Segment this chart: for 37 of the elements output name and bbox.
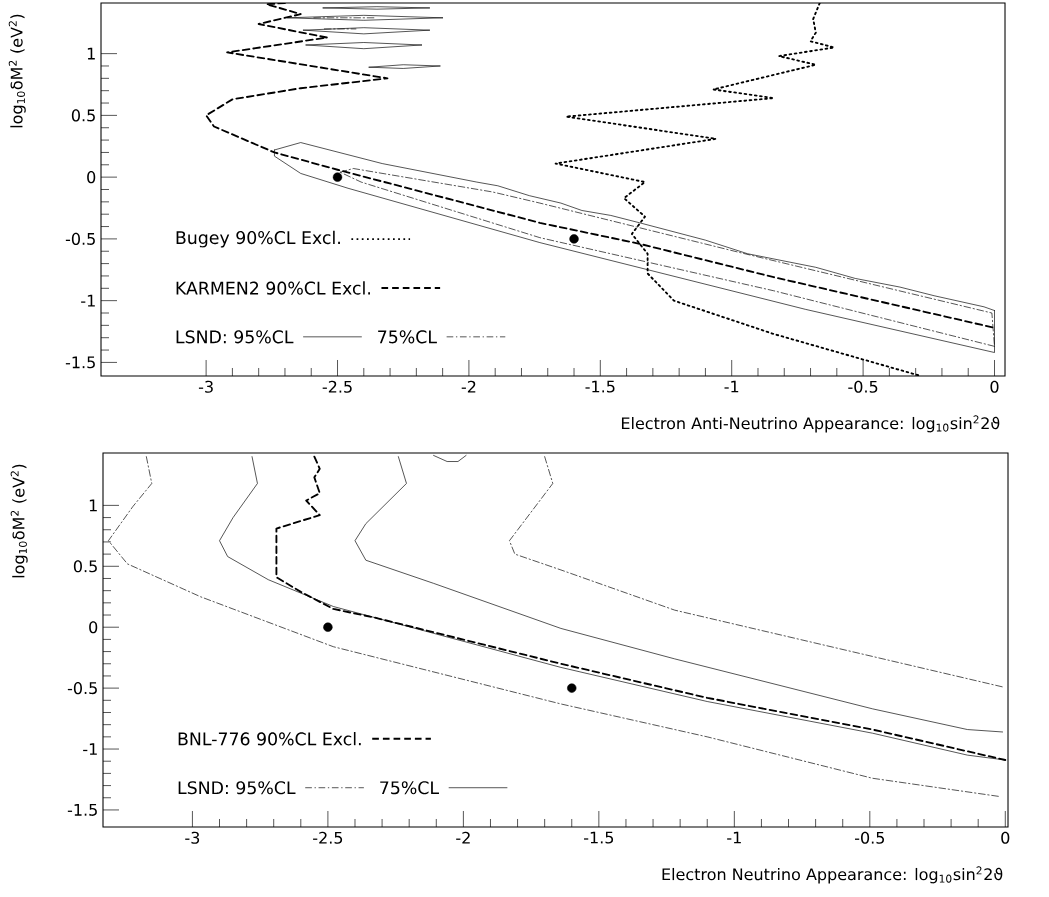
x-tick-label: -1.5	[584, 831, 614, 844]
y-tick-label: -1.5	[67, 803, 97, 816]
legend-label: 75%CL	[380, 781, 439, 795]
legend-label: 75%CL	[378, 330, 437, 344]
x-tick-label: -3	[198, 380, 213, 393]
x-tick-label: -1.5	[585, 380, 615, 393]
y-tick-label: 0.5	[71, 109, 95, 122]
legend-label: BNL-776 90%CL Excl.	[178, 732, 361, 746]
legend-label: KARMEN2 90%CL Excl.	[176, 281, 370, 295]
legend-label: LSND: 95%CL	[176, 330, 294, 344]
x-tick-label: 0	[1001, 831, 1010, 844]
x-axis-title: Electron Neutrino Appearance: log$_{10}$sin$^{2}$2ϑ	[662, 866, 1003, 884]
y-axis-title: log$_{10}$δM$^{2}$ (eV$^{2}$)	[10, 464, 28, 578]
x-tick-label: -2	[456, 831, 470, 844]
y-tick-label: -1	[83, 743, 97, 755]
x-axis-title: Electron Anti-Neutrino Appearance: log$_{10}$sin$^{2}$2ϑ	[621, 415, 1000, 433]
legend-label: LSND: 95%CL	[178, 781, 296, 795]
y-tick-label: -1	[81, 294, 95, 307]
x-tick-label: -0.5	[854, 831, 885, 844]
y-tick-label: 0	[89, 621, 98, 634]
x-tick-label: -2.5	[313, 831, 343, 844]
y-tick-label: 1	[87, 47, 95, 60]
x-tick-label: 0	[990, 380, 999, 393]
y-tick-label: 0	[87, 171, 96, 184]
x-tick-label: -3	[185, 831, 200, 844]
y-axis-title: log$_{10}$δM$^{2}$ (eV$^{2}$)	[8, 14, 26, 128]
x-tick-label: -1	[727, 831, 741, 844]
x-tick-label: -0.5	[848, 380, 878, 393]
y-tick-label: 1	[89, 499, 97, 512]
x-tick-label: -2.5	[322, 380, 352, 393]
y-tick-label: -0.5	[67, 682, 97, 695]
y-tick-label: 0.5	[73, 560, 97, 573]
y-tick-label: -0.5	[65, 232, 95, 245]
x-tick-label: -2	[461, 380, 476, 393]
y-tick-label: -1.5	[65, 356, 95, 369]
legend-label: Bugey 90%CL Excl.	[176, 230, 340, 248]
x-tick-label: -1	[724, 380, 739, 393]
